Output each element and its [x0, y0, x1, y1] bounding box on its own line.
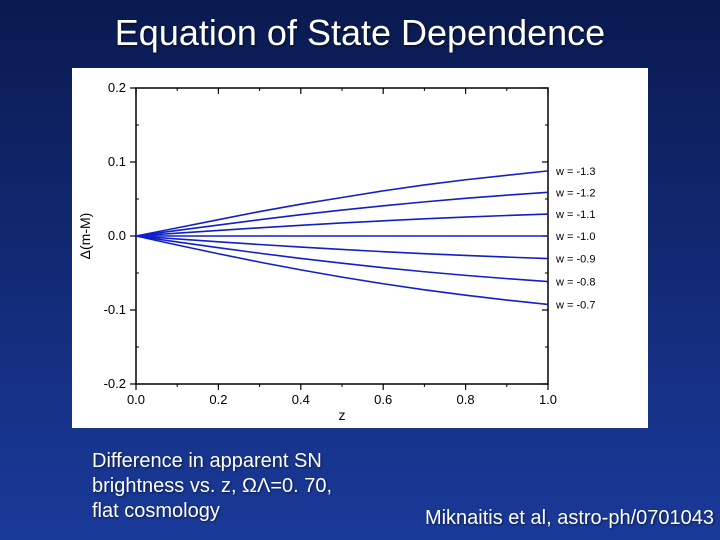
- citation: Miknaitis et al, astro-ph/0701043: [425, 507, 714, 530]
- svg-text:0.0: 0.0: [108, 228, 126, 243]
- svg-text:0.1: 0.1: [108, 154, 126, 169]
- svg-text:-0.2: -0.2: [104, 376, 126, 391]
- svg-text:0.6: 0.6: [374, 392, 392, 407]
- svg-text:w = -0.8: w = -0.8: [555, 277, 595, 289]
- svg-text:0.2: 0.2: [108, 80, 126, 95]
- svg-text:0.2: 0.2: [209, 392, 227, 407]
- svg-text:0.8: 0.8: [457, 392, 475, 407]
- svg-text:w = -0.9: w = -0.9: [555, 254, 595, 266]
- svg-text:0.0: 0.0: [127, 392, 145, 407]
- line-chart: 0.0 0.2 0.4 0.6 0.8 1.0 -0.2 -0.1 0.0 0.1 0.2 z Δ(m-…: [72, 68, 648, 428]
- caption-line-3: flat cosmology: [92, 500, 220, 522]
- svg-text:z: z: [339, 407, 346, 423]
- svg-text:0.4: 0.4: [292, 392, 310, 407]
- svg-text:w = -1.0: w = -1.0: [555, 231, 595, 243]
- svg-text:w = -1.3: w = -1.3: [555, 166, 595, 178]
- chart-caption: Difference in apparent SN brightness vs.…: [92, 449, 422, 524]
- caption-line-1: Difference in apparent SN: [92, 450, 322, 472]
- caption-line-2: brightness vs. z, ΩΛ=0. 70,: [92, 475, 332, 497]
- svg-text:Δ(m-M): Δ(m-M): [77, 213, 93, 260]
- svg-text:1.0: 1.0: [539, 392, 557, 407]
- svg-text:w = -1.2: w = -1.2: [555, 187, 595, 199]
- svg-text:-0.1: -0.1: [104, 302, 126, 317]
- svg-text:w = -1.1: w = -1.1: [555, 209, 595, 221]
- chart-container: 0.0 0.2 0.4 0.6 0.8 1.0 -0.2 -0.1 0.0 0.1 0.2 z Δ(m-…: [72, 68, 648, 428]
- svg-text:w = -0.7: w = -0.7: [555, 299, 595, 311]
- slide-title: Equation of State Dependence: [0, 12, 720, 54]
